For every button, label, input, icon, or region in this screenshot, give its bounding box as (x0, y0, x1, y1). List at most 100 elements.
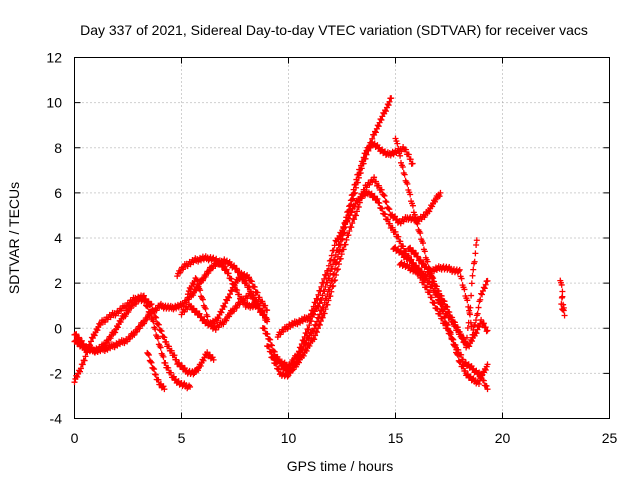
data-point (147, 358, 154, 365)
data-point (479, 291, 486, 298)
data-point (409, 160, 416, 167)
data-point (254, 289, 261, 296)
data-point (305, 335, 312, 342)
data-point (349, 220, 356, 227)
y-tick-label: 10 (46, 95, 62, 111)
data-point (205, 270, 212, 277)
data-point (452, 343, 459, 350)
data-point (338, 251, 345, 258)
data-point (469, 331, 476, 338)
data-point (558, 281, 565, 288)
data-point (87, 342, 94, 349)
data-point (428, 273, 435, 280)
data-point (321, 275, 328, 282)
data-point (328, 278, 335, 285)
data-point (306, 322, 313, 329)
data-point (462, 367, 469, 374)
data-point (560, 304, 567, 311)
data-point (472, 250, 479, 257)
data-point (480, 320, 487, 327)
data-series (178, 290, 271, 333)
data-point (329, 261, 336, 268)
data-point (386, 98, 393, 105)
data-point (165, 343, 172, 350)
data-point (334, 253, 341, 260)
data-point (141, 320, 148, 327)
data-point (77, 368, 84, 375)
data-point (314, 318, 321, 325)
data-point (161, 334, 168, 341)
data-point (202, 273, 209, 280)
data-point (261, 325, 268, 332)
data-point (323, 295, 330, 302)
data-point (348, 224, 355, 231)
data-point (408, 256, 415, 263)
data-point (451, 319, 458, 326)
data-point (168, 369, 175, 376)
data-point (187, 383, 194, 390)
data-point (250, 295, 257, 302)
data-point (248, 291, 255, 298)
data-series (144, 349, 168, 393)
axis-ticks (74, 57, 610, 419)
data-point (267, 336, 274, 343)
data-point (197, 362, 204, 369)
data-point (458, 275, 465, 282)
data-point (423, 264, 430, 271)
data-point (76, 334, 83, 341)
data-point (470, 266, 477, 273)
x-tick-label: 0 (71, 430, 79, 446)
data-point (447, 329, 454, 336)
data-point (259, 298, 266, 305)
data-point (117, 319, 124, 326)
data-point (360, 160, 367, 167)
data-point (197, 287, 204, 294)
data-point (392, 228, 399, 235)
data-point (94, 327, 101, 334)
data-point (173, 356, 180, 363)
data-point (145, 350, 152, 357)
data-point (449, 335, 456, 342)
data-point (478, 316, 485, 323)
data-point (375, 123, 382, 130)
data-point (457, 359, 464, 366)
data-point (309, 307, 316, 314)
data-point (302, 340, 309, 347)
data-point (321, 299, 328, 306)
data-point (477, 296, 484, 303)
data-point (153, 314, 160, 321)
data-point (73, 331, 80, 338)
data-point (407, 191, 414, 198)
data-point (231, 282, 238, 289)
data-point (323, 272, 330, 279)
data-point (334, 266, 341, 273)
data-point (194, 278, 201, 285)
data-point (397, 152, 404, 159)
data-point (363, 151, 370, 158)
data-point (236, 276, 243, 283)
data-point (200, 357, 207, 364)
data-point (464, 297, 471, 304)
data-point (349, 196, 356, 203)
data-point (369, 135, 376, 142)
data-point (471, 258, 478, 265)
chart-title: Day 337 of 2021, Sidereal Day-to-day VTE… (80, 22, 588, 38)
data-point (325, 262, 332, 269)
data-point (466, 309, 473, 316)
data-point (417, 256, 424, 263)
data-point (355, 174, 362, 181)
data-point (327, 282, 334, 289)
data-point (461, 286, 468, 293)
y-axis-title: SDTVAR / TECUs (6, 182, 22, 294)
y-tick-labels: -4 -2 0 2 4 6 8 10 12 (46, 50, 62, 427)
data-point (145, 352, 152, 359)
data-point (150, 307, 157, 314)
data-point (199, 296, 206, 303)
data-point (326, 286, 333, 293)
series-group (71, 95, 568, 393)
data-point (155, 321, 162, 328)
data-point (378, 186, 385, 193)
data-point (327, 257, 334, 264)
data-point (462, 339, 469, 346)
data-point (464, 325, 471, 332)
